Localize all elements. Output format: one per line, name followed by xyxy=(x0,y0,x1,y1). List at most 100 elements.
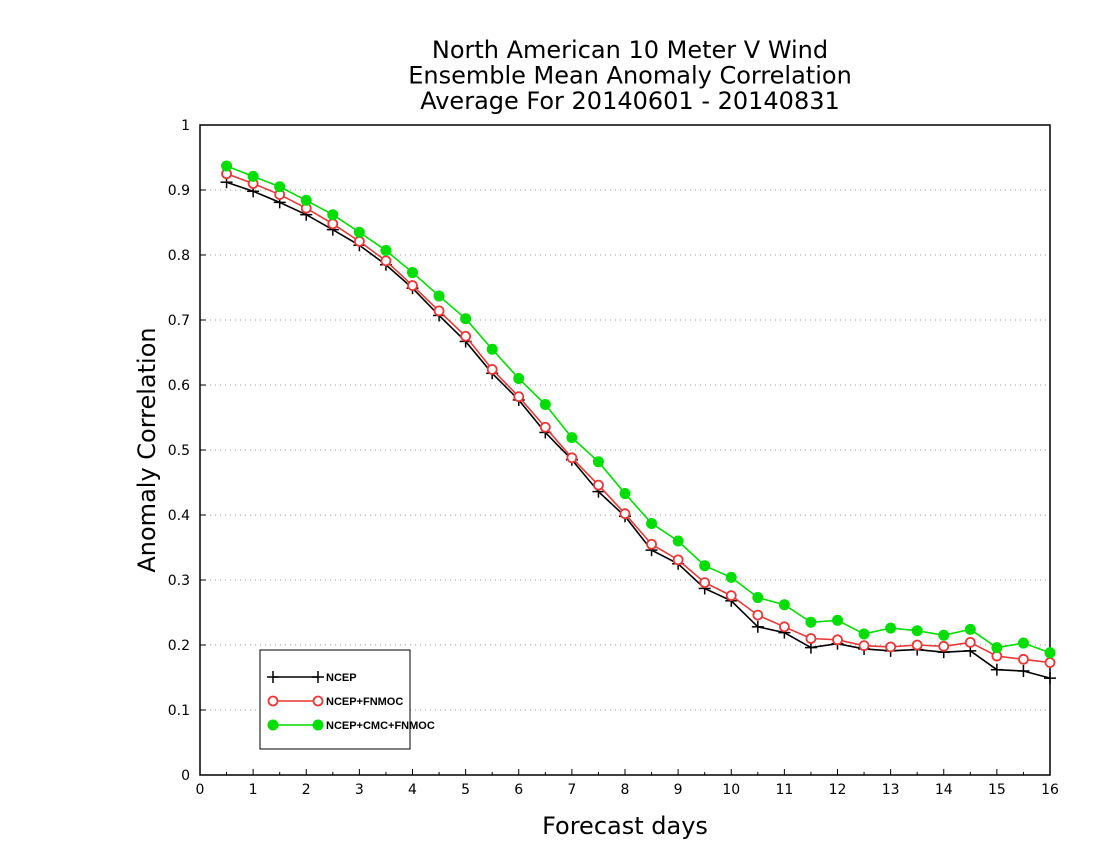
data-point xyxy=(327,218,339,230)
data-point xyxy=(593,479,604,491)
series-2 xyxy=(221,160,1056,659)
data-point xyxy=(1018,653,1029,665)
data-point xyxy=(300,194,312,206)
x-tick-label: 11 xyxy=(775,782,793,798)
y-tick-label: 0 xyxy=(181,768,190,784)
data-point xyxy=(938,640,950,652)
data-point xyxy=(247,170,259,182)
data-point xyxy=(566,432,578,444)
data-point xyxy=(805,633,817,644)
data-point xyxy=(938,629,950,641)
series-0 xyxy=(220,176,1056,685)
data-point xyxy=(327,209,339,221)
legend-label: NCEP+CMC+FNMOC xyxy=(326,720,435,732)
x-tick-label: 15 xyxy=(988,782,1006,798)
series-group xyxy=(220,160,1056,685)
data-point xyxy=(513,391,525,403)
legend-marker xyxy=(312,695,324,707)
data-point xyxy=(832,634,843,646)
chart-title-line: North American 10 Meter V Wind xyxy=(432,36,828,64)
legend-marker xyxy=(312,719,324,731)
data-point xyxy=(619,488,631,500)
data-point xyxy=(964,623,976,635)
x-tick-label: 3 xyxy=(355,782,364,798)
y-tick-label: 0.5 xyxy=(168,443,190,459)
x-tick-label: 14 xyxy=(935,782,953,798)
y-tick-label: 0.2 xyxy=(168,638,190,654)
y-axis-label: Anomaly Correlation xyxy=(133,327,161,572)
data-point xyxy=(380,255,392,267)
data-point xyxy=(751,620,764,633)
y-axis: 0 0.1 0.2 0.3 0.4 0.5 0.6 0.7 0.8 0.9 1 xyxy=(168,118,206,784)
legend-box xyxy=(259,649,411,750)
grid xyxy=(200,124,1050,711)
data-point xyxy=(725,590,737,601)
y-tick-label: 0.9 xyxy=(168,183,190,199)
x-tick-label: 12 xyxy=(829,782,847,798)
x-tick-label: 6 xyxy=(514,782,523,798)
x-axis: 0 1 2 3 4 5 6 7 8 9 10 11 12 13 14 15 16 xyxy=(196,769,1059,798)
data-point xyxy=(911,639,923,651)
data-point xyxy=(725,571,737,583)
series-line xyxy=(226,181,1051,679)
data-point xyxy=(460,330,472,342)
data-point xyxy=(353,226,365,238)
y-tick-label: 0.3 xyxy=(168,573,190,589)
x-tick-label: 7 xyxy=(567,782,576,798)
data-point xyxy=(407,267,418,279)
data-point xyxy=(672,554,684,566)
data-point xyxy=(619,508,631,520)
data-point xyxy=(566,452,578,464)
y-tick-label: 0.1 xyxy=(168,703,190,719)
data-point xyxy=(1017,665,1030,677)
x-tick-label: 8 xyxy=(621,782,630,798)
y-tick-label: 0.6 xyxy=(168,378,190,394)
data-point xyxy=(752,592,764,604)
data-point xyxy=(486,343,498,355)
data-point xyxy=(991,642,1003,654)
x-tick-label: 13 xyxy=(882,782,900,798)
data-point xyxy=(486,363,498,375)
data-point xyxy=(539,399,551,410)
data-point xyxy=(592,456,604,468)
data-point xyxy=(832,614,843,626)
legend-label: NCEP+FNMOC xyxy=(326,696,403,708)
data-point xyxy=(964,637,976,648)
data-point xyxy=(911,625,923,637)
data-point xyxy=(1044,657,1056,668)
data-point xyxy=(407,280,418,291)
legend-marker xyxy=(267,719,279,731)
series-1 xyxy=(221,168,1056,668)
legend: NCEP NCEP+FNMOC NCEP+CMC+FNMOC xyxy=(259,649,435,750)
data-point xyxy=(699,560,711,572)
data-point xyxy=(858,628,870,640)
data-point xyxy=(353,235,365,247)
y-tick-label: 0.4 xyxy=(168,508,190,524)
data-point xyxy=(433,305,445,317)
x-tick-label: 1 xyxy=(249,782,258,798)
y-tick-label: 0.7 xyxy=(168,313,190,329)
data-point xyxy=(274,181,286,193)
y-tick-label: 0.8 xyxy=(168,248,190,264)
data-point xyxy=(805,616,817,628)
data-point xyxy=(221,160,233,172)
x-axis-label: Forecast days xyxy=(542,812,708,840)
data-point xyxy=(460,313,472,325)
data-point xyxy=(752,609,764,621)
data-point xyxy=(672,535,684,547)
x-tick-label: 4 xyxy=(408,782,417,798)
data-point xyxy=(1044,647,1056,659)
data-point xyxy=(1017,637,1029,649)
data-point xyxy=(380,244,392,256)
data-point xyxy=(646,517,658,529)
data-point xyxy=(858,640,870,652)
data-point xyxy=(513,373,525,384)
chart-title-line: Average For 20140601 - 20140831 xyxy=(420,87,840,115)
data-point xyxy=(539,421,551,433)
chart-title-line: Ensemble Mean Anomaly Correlation xyxy=(408,62,852,90)
data-point xyxy=(699,577,711,588)
data-point xyxy=(778,621,790,633)
data-point xyxy=(1044,672,1056,685)
x-tick-label: 10 xyxy=(722,782,740,798)
